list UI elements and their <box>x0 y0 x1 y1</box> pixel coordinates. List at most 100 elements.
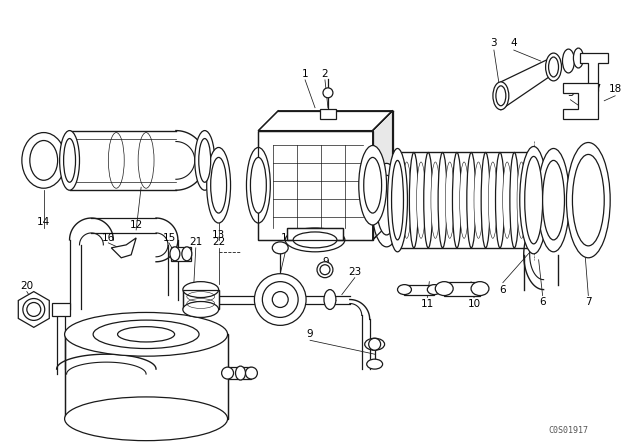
Text: 6: 6 <box>540 297 546 306</box>
Text: 7: 7 <box>585 297 591 306</box>
Polygon shape <box>259 111 392 130</box>
Ellipse shape <box>548 57 559 77</box>
Bar <box>259 130 372 240</box>
Ellipse shape <box>525 156 543 244</box>
Text: 11: 11 <box>420 300 434 310</box>
Text: 13: 13 <box>212 230 225 240</box>
Bar <box>65 334 228 419</box>
Ellipse shape <box>545 53 561 81</box>
Bar <box>171 247 191 261</box>
Text: 14: 14 <box>37 217 51 227</box>
Text: 6: 6 <box>500 284 506 295</box>
Text: 9: 9 <box>323 257 329 267</box>
Ellipse shape <box>293 232 337 248</box>
Ellipse shape <box>402 162 411 238</box>
Ellipse shape <box>445 162 454 238</box>
Ellipse shape <box>221 367 234 379</box>
Ellipse shape <box>367 359 383 369</box>
Ellipse shape <box>410 152 419 248</box>
Ellipse shape <box>30 141 58 180</box>
Text: 19: 19 <box>280 233 294 243</box>
Ellipse shape <box>118 327 175 342</box>
Ellipse shape <box>488 162 497 238</box>
Circle shape <box>255 274 306 325</box>
Circle shape <box>27 302 41 316</box>
Bar <box>287 228 343 240</box>
Text: 12: 12 <box>129 220 143 230</box>
Ellipse shape <box>272 242 288 254</box>
Text: C0S01917: C0S01917 <box>548 426 588 435</box>
Circle shape <box>369 338 381 350</box>
Ellipse shape <box>538 148 570 252</box>
Ellipse shape <box>543 160 564 240</box>
Ellipse shape <box>467 152 476 248</box>
Ellipse shape <box>182 247 192 261</box>
Text: 21: 21 <box>189 237 202 247</box>
Ellipse shape <box>365 338 385 350</box>
Ellipse shape <box>395 152 404 248</box>
Bar <box>404 284 435 294</box>
Text: 20: 20 <box>20 280 33 291</box>
Ellipse shape <box>388 148 408 252</box>
Text: 15: 15 <box>163 233 175 243</box>
Text: 2: 2 <box>322 69 328 79</box>
Text: 16: 16 <box>102 233 115 243</box>
Ellipse shape <box>183 302 219 318</box>
Ellipse shape <box>572 155 604 246</box>
Ellipse shape <box>502 162 511 238</box>
Ellipse shape <box>65 397 228 441</box>
Ellipse shape <box>170 247 180 261</box>
Ellipse shape <box>377 175 397 235</box>
Circle shape <box>320 265 330 275</box>
Ellipse shape <box>211 157 227 213</box>
Ellipse shape <box>372 164 401 247</box>
Ellipse shape <box>524 152 533 248</box>
Circle shape <box>272 292 288 307</box>
Ellipse shape <box>566 142 610 258</box>
Ellipse shape <box>246 367 257 379</box>
Text: 1: 1 <box>302 69 308 79</box>
Ellipse shape <box>183 282 219 297</box>
Ellipse shape <box>392 160 403 240</box>
Bar <box>65 334 228 419</box>
Ellipse shape <box>510 152 519 248</box>
Bar <box>183 289 219 310</box>
Ellipse shape <box>285 228 345 252</box>
Ellipse shape <box>324 289 336 310</box>
Polygon shape <box>372 111 392 240</box>
Ellipse shape <box>359 146 387 225</box>
Ellipse shape <box>435 282 453 296</box>
Ellipse shape <box>364 157 381 213</box>
Text: 5: 5 <box>567 88 573 98</box>
Ellipse shape <box>452 152 461 248</box>
Ellipse shape <box>93 320 199 349</box>
Text: 22: 22 <box>212 237 225 247</box>
Ellipse shape <box>474 162 483 238</box>
Ellipse shape <box>236 366 246 380</box>
Text: 9: 9 <box>307 329 314 339</box>
Ellipse shape <box>481 152 490 248</box>
Ellipse shape <box>397 284 412 294</box>
Ellipse shape <box>431 162 440 238</box>
Ellipse shape <box>517 162 526 238</box>
Circle shape <box>317 262 333 278</box>
Ellipse shape <box>573 48 583 68</box>
Polygon shape <box>19 292 49 327</box>
Ellipse shape <box>520 146 548 254</box>
Text: 10: 10 <box>467 300 481 310</box>
Circle shape <box>323 88 333 98</box>
Ellipse shape <box>493 82 509 110</box>
Ellipse shape <box>207 147 230 223</box>
Bar <box>320 109 336 119</box>
Polygon shape <box>111 238 136 258</box>
Bar <box>228 367 252 379</box>
Text: 17: 17 <box>589 84 602 94</box>
Ellipse shape <box>563 49 575 73</box>
Ellipse shape <box>495 152 504 248</box>
Ellipse shape <box>460 162 468 238</box>
Ellipse shape <box>496 86 506 106</box>
Ellipse shape <box>199 138 211 182</box>
Circle shape <box>23 298 45 320</box>
Ellipse shape <box>246 147 270 223</box>
Text: 23: 23 <box>348 267 362 277</box>
